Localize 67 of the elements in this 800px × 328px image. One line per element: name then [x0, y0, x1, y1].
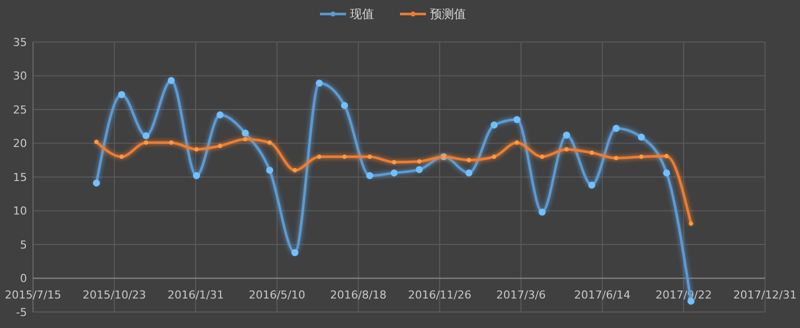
- point: [688, 221, 694, 226]
- point: [168, 76, 175, 84]
- point: [341, 102, 348, 109]
- y-tick-label: 35: [13, 36, 27, 49]
- y-tick-label: 25: [13, 103, 27, 116]
- y-tick-label: 30: [13, 70, 27, 83]
- point: [317, 154, 322, 159]
- point: [216, 111, 224, 118]
- point: [392, 160, 396, 164]
- point: [266, 166, 274, 174]
- point: [466, 158, 472, 162]
- point: [390, 169, 398, 176]
- x-tick-label: 2015/7/15: [4, 288, 62, 302]
- x-tick-label: 2016/1/31: [167, 288, 224, 302]
- point: [218, 144, 222, 148]
- point: [417, 159, 422, 164]
- point: [267, 140, 272, 145]
- point: [664, 154, 669, 158]
- y-tick-label: -5: [16, 306, 27, 319]
- point: [169, 140, 174, 145]
- point: [119, 154, 124, 159]
- point: [492, 154, 496, 159]
- point: [416, 166, 423, 174]
- point: [590, 150, 594, 155]
- y-tick-label: 0: [20, 272, 27, 286]
- point: [638, 134, 645, 141]
- point: [316, 80, 323, 87]
- point: [192, 172, 200, 180]
- point: [342, 154, 347, 159]
- point: [490, 122, 498, 129]
- point: [663, 169, 670, 176]
- x-tick-label: 2015/10/23: [82, 288, 146, 302]
- x-tick-label: 2016/5/10: [248, 288, 306, 302]
- point: [563, 132, 570, 139]
- x-tick-label: 2017/12/31: [733, 288, 797, 302]
- point: [514, 140, 520, 145]
- point: [291, 249, 298, 256]
- point: [588, 182, 596, 189]
- x-tick-label: 2017/6/14: [574, 288, 631, 302]
- point: [243, 137, 248, 142]
- point: [639, 154, 644, 159]
- point: [366, 172, 374, 180]
- x-tick-label: 2017/3/6: [496, 288, 546, 302]
- point: [292, 168, 298, 172]
- y-tick-label: 5: [20, 238, 27, 252]
- point: [194, 147, 199, 152]
- y-tick-label: 15: [13, 170, 27, 184]
- point: [540, 154, 544, 159]
- point: [242, 130, 249, 137]
- point: [142, 132, 150, 140]
- point: [92, 180, 100, 187]
- point: [144, 140, 148, 145]
- x-tick-label: 2016/8/18: [330, 288, 387, 302]
- legend-label: 现值: [350, 7, 374, 21]
- point: [513, 116, 520, 124]
- point: [118, 91, 126, 98]
- point: [94, 140, 99, 144]
- point: [612, 124, 620, 132]
- y-tick-label: 20: [13, 137, 27, 150]
- x-tick-label: 2016/11/26: [408, 288, 472, 302]
- point: [614, 156, 618, 160]
- point: [368, 154, 372, 159]
- point: [564, 147, 569, 152]
- point: [465, 169, 472, 176]
- y-tick-label: 10: [13, 204, 27, 218]
- point: [538, 208, 546, 216]
- legend-label: 预测值: [430, 7, 466, 21]
